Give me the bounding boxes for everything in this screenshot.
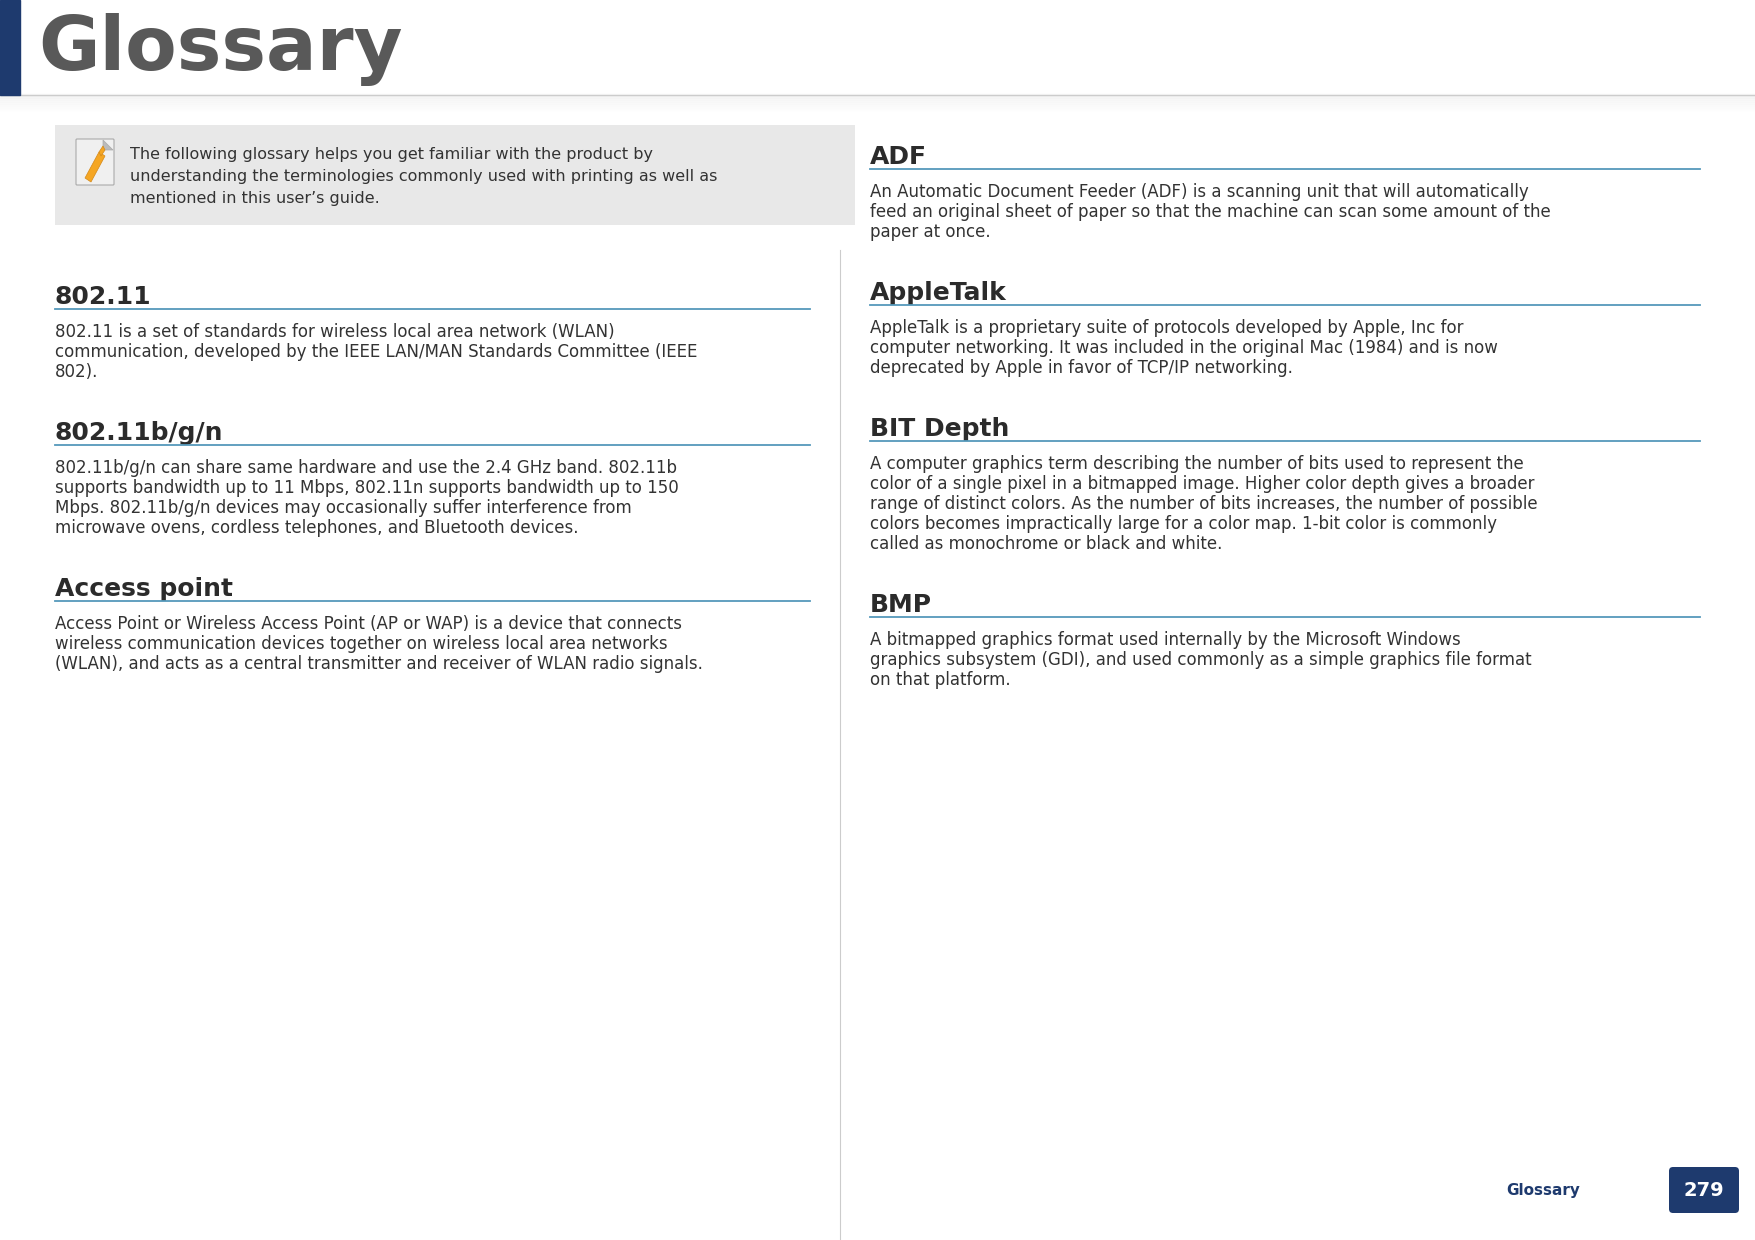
Text: Mbps. 802.11b/g/n devices may occasionally suffer interference from: Mbps. 802.11b/g/n devices may occasional… [54,498,632,517]
FancyBboxPatch shape [1669,1167,1739,1213]
Text: deprecated by Apple in favor of TCP/IP networking.: deprecated by Apple in favor of TCP/IP n… [870,360,1293,377]
Text: supports bandwidth up to 11 Mbps, 802.11n supports bandwidth up to 150: supports bandwidth up to 11 Mbps, 802.11… [54,479,679,497]
Polygon shape [98,146,105,156]
Text: communication, developed by the IEEE LAN/MAN Standards Committee (IEEE: communication, developed by the IEEE LAN… [54,343,697,361]
Bar [0,0,19,95]
Text: feed an original sheet of paper so that the machine can scan some amount of the: feed an original sheet of paper so that … [870,203,1551,221]
Text: understanding the terminologies commonly used with printing as well as: understanding the terminologies commonly… [130,169,718,184]
FancyBboxPatch shape [54,125,855,224]
Text: 279: 279 [1683,1180,1725,1199]
Text: 802.11: 802.11 [54,285,151,309]
Text: 802.11b/g/n: 802.11b/g/n [54,422,223,445]
Text: graphics subsystem (GDI), and used commonly as a simple graphics file format: graphics subsystem (GDI), and used commo… [870,651,1532,670]
Text: A bitmapped graphics format used internally by the Microsoft Windows: A bitmapped graphics format used interna… [870,631,1460,649]
Text: 802.11 is a set of standards for wireless local area network (WLAN): 802.11 is a set of standards for wireles… [54,322,614,341]
Text: computer networking. It was included in the original Mac (1984) and is now: computer networking. It was included in … [870,339,1497,357]
Text: paper at once.: paper at once. [870,223,990,241]
Text: mentioned in this user’s guide.: mentioned in this user’s guide. [130,191,379,206]
Text: wireless communication devices together on wireless local area networks: wireless communication devices together … [54,635,667,653]
Text: BIT Depth: BIT Depth [870,417,1009,441]
Text: (WLAN), and acts as a central transmitter and receiver of WLAN radio signals.: (WLAN), and acts as a central transmitte… [54,655,702,673]
Polygon shape [104,140,112,150]
Text: called as monochrome or black and white.: called as monochrome or black and white. [870,534,1223,553]
Text: Glossary: Glossary [1506,1183,1580,1198]
Text: microwave ovens, cordless telephones, and Bluetooth devices.: microwave ovens, cordless telephones, an… [54,520,579,537]
Text: Access point: Access point [54,577,233,601]
Text: Access Point or Wireless Access Point (AP or WAP) is a device that connects: Access Point or Wireless Access Point (A… [54,615,683,632]
Text: on that platform.: on that platform. [870,671,1011,689]
Text: 802).: 802). [54,363,98,381]
Text: colors becomes impractically large for a color map. 1-bit color is commonly: colors becomes impractically large for a… [870,515,1497,533]
Polygon shape [84,153,105,182]
Text: The following glossary helps you get familiar with the product by: The following glossary helps you get fam… [130,148,653,162]
Text: AppleTalk is a proprietary suite of protocols developed by Apple, Inc for: AppleTalk is a proprietary suite of prot… [870,319,1464,337]
Text: A computer graphics term describing the number of bits used to represent the: A computer graphics term describing the … [870,455,1523,472]
Text: BMP: BMP [870,593,932,618]
Text: Glossary: Glossary [39,12,402,86]
Text: ADF: ADF [870,145,927,169]
Text: AppleTalk: AppleTalk [870,281,1007,305]
Text: color of a single pixel in a bitmapped image. Higher color depth gives a broader: color of a single pixel in a bitmapped i… [870,475,1534,494]
Text: range of distinct colors. As the number of bits increases, the number of possibl: range of distinct colors. As the number … [870,495,1537,513]
FancyBboxPatch shape [75,139,114,185]
Text: 802.11b/g/n can share same hardware and use the 2.4 GHz band. 802.11b: 802.11b/g/n can share same hardware and … [54,459,677,477]
Text: An Automatic Document Feeder (ADF) is a scanning unit that will automatically: An Automatic Document Feeder (ADF) is a … [870,184,1529,201]
